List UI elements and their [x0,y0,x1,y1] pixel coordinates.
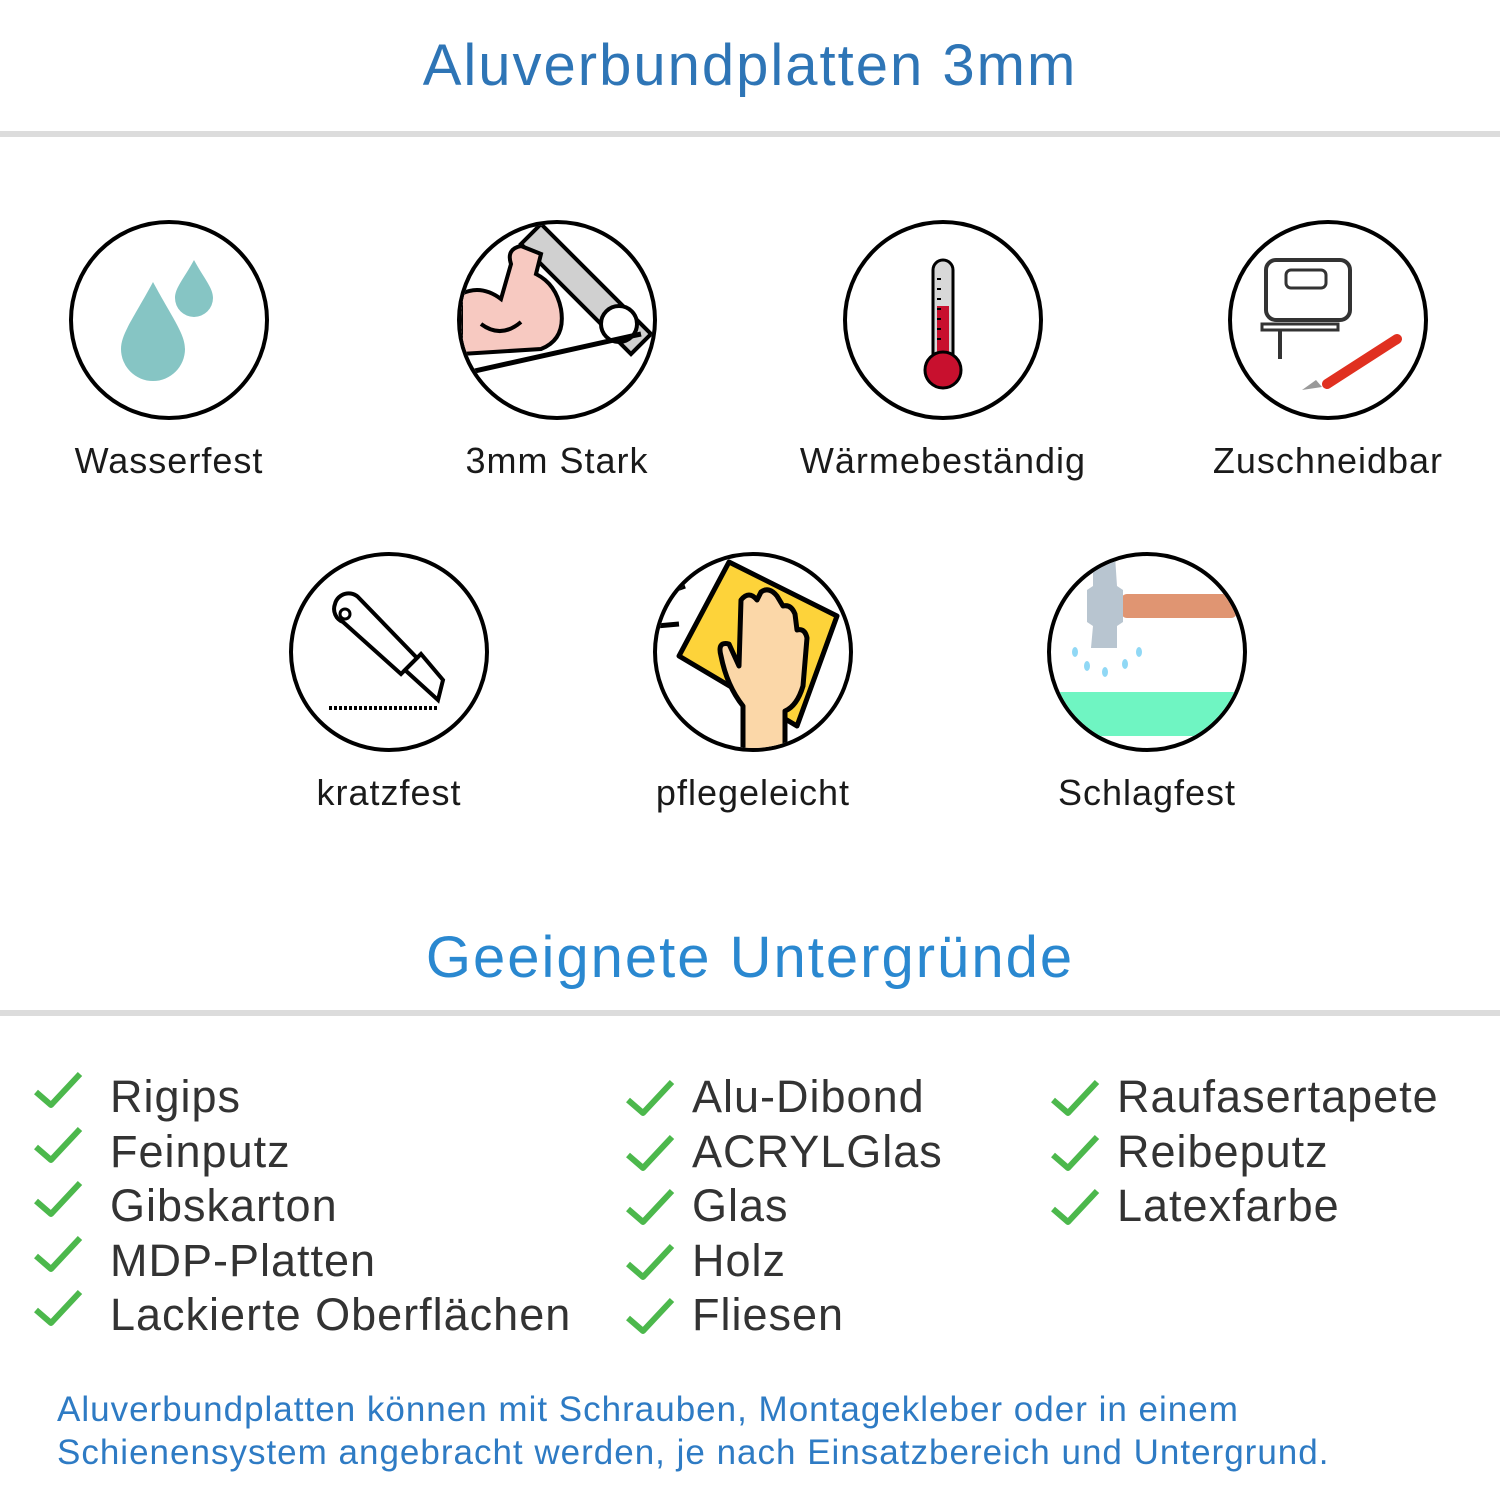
check-icon [1050,1133,1100,1173]
surface-item: Fliesen [692,1289,845,1340]
feature-pflegeleicht: pflegeleicht [593,552,913,814]
check-icon [33,1288,83,1328]
surfaces-title: Geeignete Untergründe [425,925,1075,990]
surface-item: Glas [692,1180,789,1231]
footer-note: Aluverbundplatten können mit Schrauben, … [57,1388,1329,1474]
feature-kratzfest: kratzfest [229,552,549,814]
check-icon [33,1070,83,1110]
check-icon [1050,1078,1100,1118]
check-icon [1050,1187,1100,1227]
check-icon [625,1078,675,1118]
check-icon [33,1125,83,1165]
surface-item: Lackierte Oberflächen [110,1289,572,1340]
water-drops-icon [69,220,269,420]
surface-item: Rigips [110,1071,242,1122]
jigsaw-knife-icon [1228,220,1428,420]
check-icon [33,1234,83,1274]
check-icon [625,1133,675,1173]
feature-zuschneidbar: Zuschneidbar [1168,220,1488,482]
check-icon [33,1179,83,1219]
surface-item: Latexfarbe [1117,1180,1340,1231]
feature-schlagfest: Schlagfest [987,552,1307,814]
surface-item: Alu-Dibond [692,1071,925,1122]
surface-item: Raufasertapete [1117,1071,1439,1122]
feature-waermebestaendig: Wärmebeständig [783,220,1103,482]
surface-item: Feinputz [110,1125,291,1177]
divider [0,1010,1500,1016]
surface-item: MDP-Platten [110,1234,377,1286]
check-icon [625,1242,675,1282]
feature-3mm-stark: 3mm Stark [397,220,717,482]
check-icon [625,1187,675,1227]
hand-cloth-icon [653,552,853,752]
surface-item: ACRYLGlas [692,1125,943,1177]
check-icon [625,1296,675,1336]
divider [0,131,1500,137]
footer-line-2: Schienensystem angebracht werden, je nac… [57,1433,1330,1472]
hammer-icon [1047,552,1247,752]
thermometer-icon [843,220,1043,420]
page-title: Aluverbundplatten 3mm [422,33,1078,98]
footer-line-1: Aluverbundplatten können mit Schrauben, … [57,1390,1239,1429]
cutter-knife-icon [289,552,489,752]
surface-item: Gibskarton [110,1180,338,1231]
surface-item: Reibeputz [1117,1125,1329,1177]
surface-item: Holz [692,1234,787,1286]
strong-arm-icon [457,220,657,420]
feature-wasserfest: Wasserfest [9,220,329,482]
